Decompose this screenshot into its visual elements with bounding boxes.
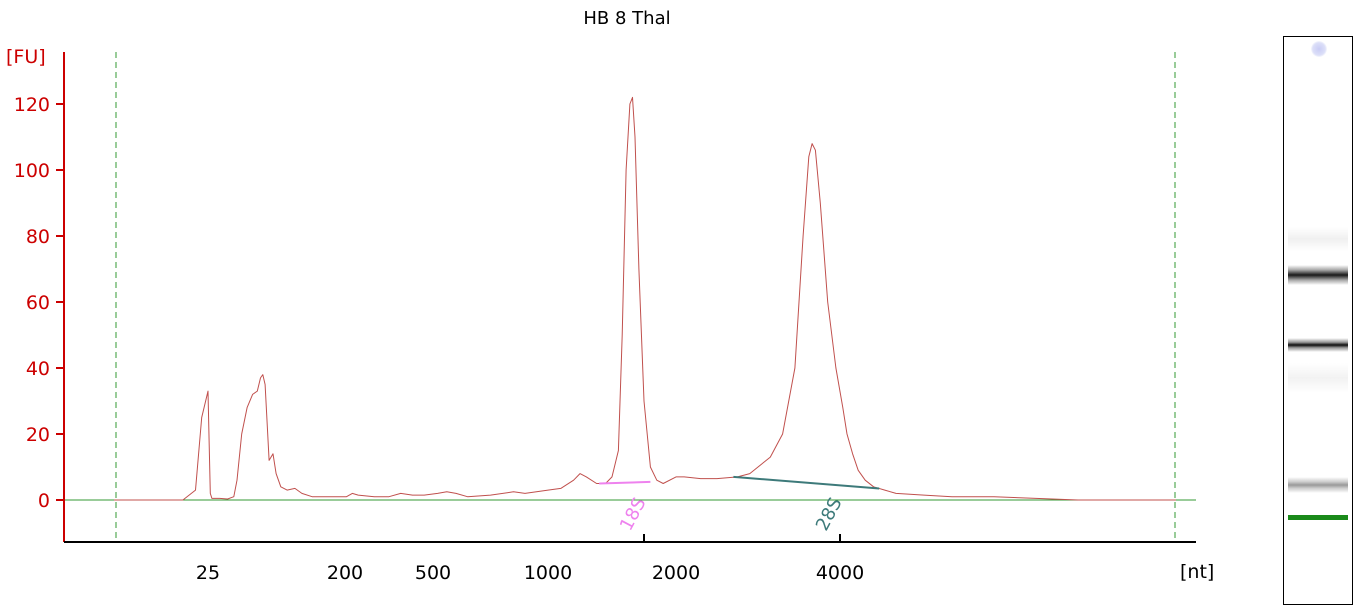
x-tick-label: 4000	[816, 562, 864, 584]
y-ticks: 0 20 40 60 80 100 120	[14, 94, 64, 512]
trace-line-0	[114, 96, 1176, 501]
plot-guides	[64, 52, 1196, 542]
x-tick-label: 500	[415, 562, 451, 584]
gel-band-small-rna	[1288, 477, 1348, 493]
gel-band-18s	[1288, 338, 1348, 352]
gel-lane-image	[1283, 36, 1353, 605]
y-tick-label: 20	[26, 424, 50, 446]
y-tick-label: 0	[38, 490, 50, 512]
chart-title: HB 8 Thal	[583, 8, 670, 29]
baseline-18s	[599, 480, 651, 485]
y-axis-label: [FU]	[6, 46, 46, 68]
y-tick-label: 100	[14, 160, 50, 182]
gel-band-faint-1	[1288, 227, 1348, 251]
peak-markers: 18S 28S	[616, 494, 847, 542]
x-axis-label: [nt]	[1180, 561, 1214, 583]
gel-band-marker	[1288, 515, 1348, 520]
axes	[63, 52, 1196, 543]
x-tick-label: 2000	[652, 562, 700, 584]
y-tick-label: 60	[26, 292, 50, 314]
x-ticks: 25 200 500 1000 2000 4000	[196, 562, 864, 584]
gel-top-marker	[1311, 41, 1327, 57]
x-tick-label: 200	[327, 562, 363, 584]
gel-band-faint-2	[1288, 363, 1348, 393]
y-tick-label: 40	[26, 358, 50, 380]
y-tick-label: 80	[26, 226, 50, 248]
trace-layer	[114, 96, 1176, 501]
x-tick-label: 25	[196, 562, 220, 584]
gel-band-28s	[1288, 265, 1348, 285]
y-tick-label: 120	[14, 94, 50, 116]
x-tick-label: 1000	[524, 562, 572, 584]
baseline-28s	[733, 475, 880, 490]
electropherogram-chart: HB 8 Thal [FU] [nt] 0 20 40 60 80 100 120 25 20…	[6, 8, 1214, 584]
